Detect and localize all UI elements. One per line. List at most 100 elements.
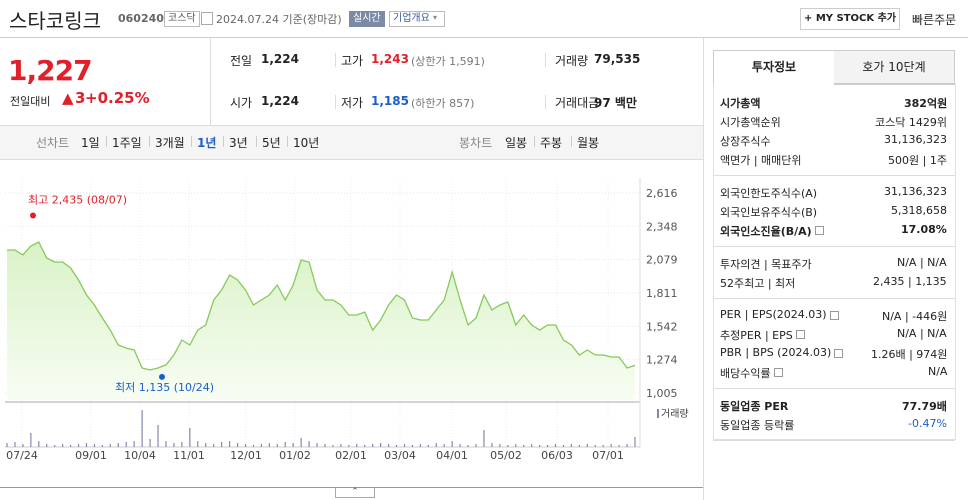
info-value: 17.08% <box>901 223 947 236</box>
volume-bar <box>101 445 103 447</box>
volume-bar <box>403 444 406 447</box>
x-tick-label: 04/01 <box>436 449 468 462</box>
info-value: N/A | N/A <box>897 256 947 269</box>
volume-bar <box>570 444 573 447</box>
y-tick-label: 2,348 <box>646 220 678 233</box>
x-tick-label: 01/02 <box>279 449 311 462</box>
volume-icon <box>657 409 659 418</box>
info-tab[interactable]: 호가 10단계 <box>834 50 955 85</box>
volume-bar <box>221 442 223 447</box>
x-tick-label: 09/01 <box>75 449 107 462</box>
volume-bar <box>427 445 429 447</box>
candle-tab[interactable]: 일봉 <box>505 136 528 150</box>
period-tab[interactable]: 1일 <box>81 136 100 150</box>
volume-bar <box>443 444 445 447</box>
volume-bar <box>252 445 255 447</box>
stock-name: 스타코링크 <box>9 9 101 33</box>
x-tick-label: 02/01 <box>335 449 367 462</box>
volume-bar <box>546 445 549 447</box>
chart-bottom-line <box>0 487 703 488</box>
x-tick-label: 06/03 <box>541 449 573 462</box>
volume-bar <box>292 443 294 447</box>
volume-bar <box>181 442 183 447</box>
volume-bar <box>523 445 525 447</box>
y-tick-label: 1,274 <box>646 354 678 367</box>
volume-bar <box>626 444 628 447</box>
info-label: 액면가 | 매매단위 <box>720 154 802 167</box>
info-value: N/A <box>928 365 948 378</box>
volume-bar <box>228 441 231 447</box>
summary-note: (상한가 1,591) <box>411 55 485 68</box>
summary-value: 1,224 <box>261 94 299 108</box>
group-divider <box>713 388 955 389</box>
info-value: 5,318,658 <box>891 204 947 217</box>
extreme-label: 최고 2,435 (08/07) <box>28 193 127 206</box>
volume-bar <box>459 444 461 447</box>
info-value: N/A | -446원 <box>882 310 948 323</box>
tab-separator <box>571 136 572 147</box>
volume-bar <box>85 443 88 447</box>
company-overview-button[interactable]: 기업개요 <box>389 11 445 27</box>
candle-tab[interactable]: 주봉 <box>540 136 563 150</box>
volume-bar <box>499 444 501 447</box>
volume-bar <box>30 433 32 447</box>
volume-bar <box>483 430 485 447</box>
realtime-button[interactable]: 실시간 <box>349 11 385 27</box>
info-label: 동일업종 등락률 <box>720 419 795 432</box>
candle-tab[interactable]: 월봉 <box>577 136 600 150</box>
info-label: 투자의견 | 목표주가 <box>720 258 812 271</box>
volume-bar <box>93 444 96 447</box>
info-value: 31,136,323 <box>884 185 947 198</box>
y-tick-label: 2,079 <box>646 254 678 267</box>
tab-separator <box>149 136 150 147</box>
volume-bar <box>578 445 580 447</box>
collapse-button[interactable]: ⌃ <box>335 488 375 498</box>
summary-label: 거래대금 <box>555 96 600 110</box>
info-label: 상장주식수 <box>720 135 771 148</box>
my-stock-button[interactable]: + MY STOCK 추가 <box>800 8 900 30</box>
tab-separator <box>191 136 192 147</box>
volume-bar <box>197 441 199 447</box>
period-tab[interactable]: 5년 <box>262 136 281 150</box>
volume-bar <box>205 443 207 447</box>
info-label: 배당수익률 <box>720 367 771 380</box>
change-label: 전일대비 <box>10 95 51 108</box>
volume-bar <box>491 443 493 447</box>
volume-bar <box>419 444 421 447</box>
volume-bar <box>562 445 565 447</box>
header-divider <box>0 37 968 38</box>
summary-divider <box>335 53 336 67</box>
volume-bar <box>189 428 191 447</box>
group-divider <box>713 175 955 176</box>
volume-bar <box>348 445 350 447</box>
volume-bar <box>276 444 278 447</box>
period-tab[interactable]: 3개월 <box>155 136 185 150</box>
summary-label: 전일 <box>230 54 253 68</box>
help-icon <box>830 311 839 320</box>
info-label: 외국인보유주식수(B) <box>720 206 818 219</box>
period-tab[interactable]: 1주일 <box>112 136 142 150</box>
volume-bar <box>268 443 270 447</box>
tab-separator <box>106 136 107 147</box>
volume-bar <box>411 445 414 447</box>
period-tab[interactable]: 1년 <box>197 136 217 150</box>
volume-bar <box>165 441 167 447</box>
volume-bar <box>213 444 215 447</box>
y-tick-label: 1,542 <box>646 320 678 333</box>
help-icon <box>834 349 843 358</box>
summary-label: 저가 <box>341 96 364 110</box>
volume-bar <box>38 441 40 447</box>
volume-bar <box>6 443 8 447</box>
volume-bar <box>125 442 127 447</box>
summary-label: 시가 <box>230 96 253 110</box>
volume-bar <box>387 444 390 447</box>
info-value: -0.47% <box>908 417 947 430</box>
info-tab[interactable]: 투자정보 <box>713 50 835 84</box>
volume-bar <box>308 441 310 447</box>
dropdown-arrow: ▾ <box>433 13 438 22</box>
period-tab[interactable]: 3년 <box>229 136 248 150</box>
quick-order-button[interactable]: 빠른주문 <box>912 13 957 27</box>
info-label: 시가총액 <box>720 97 761 110</box>
period-tab[interactable]: 10년 <box>293 136 320 150</box>
